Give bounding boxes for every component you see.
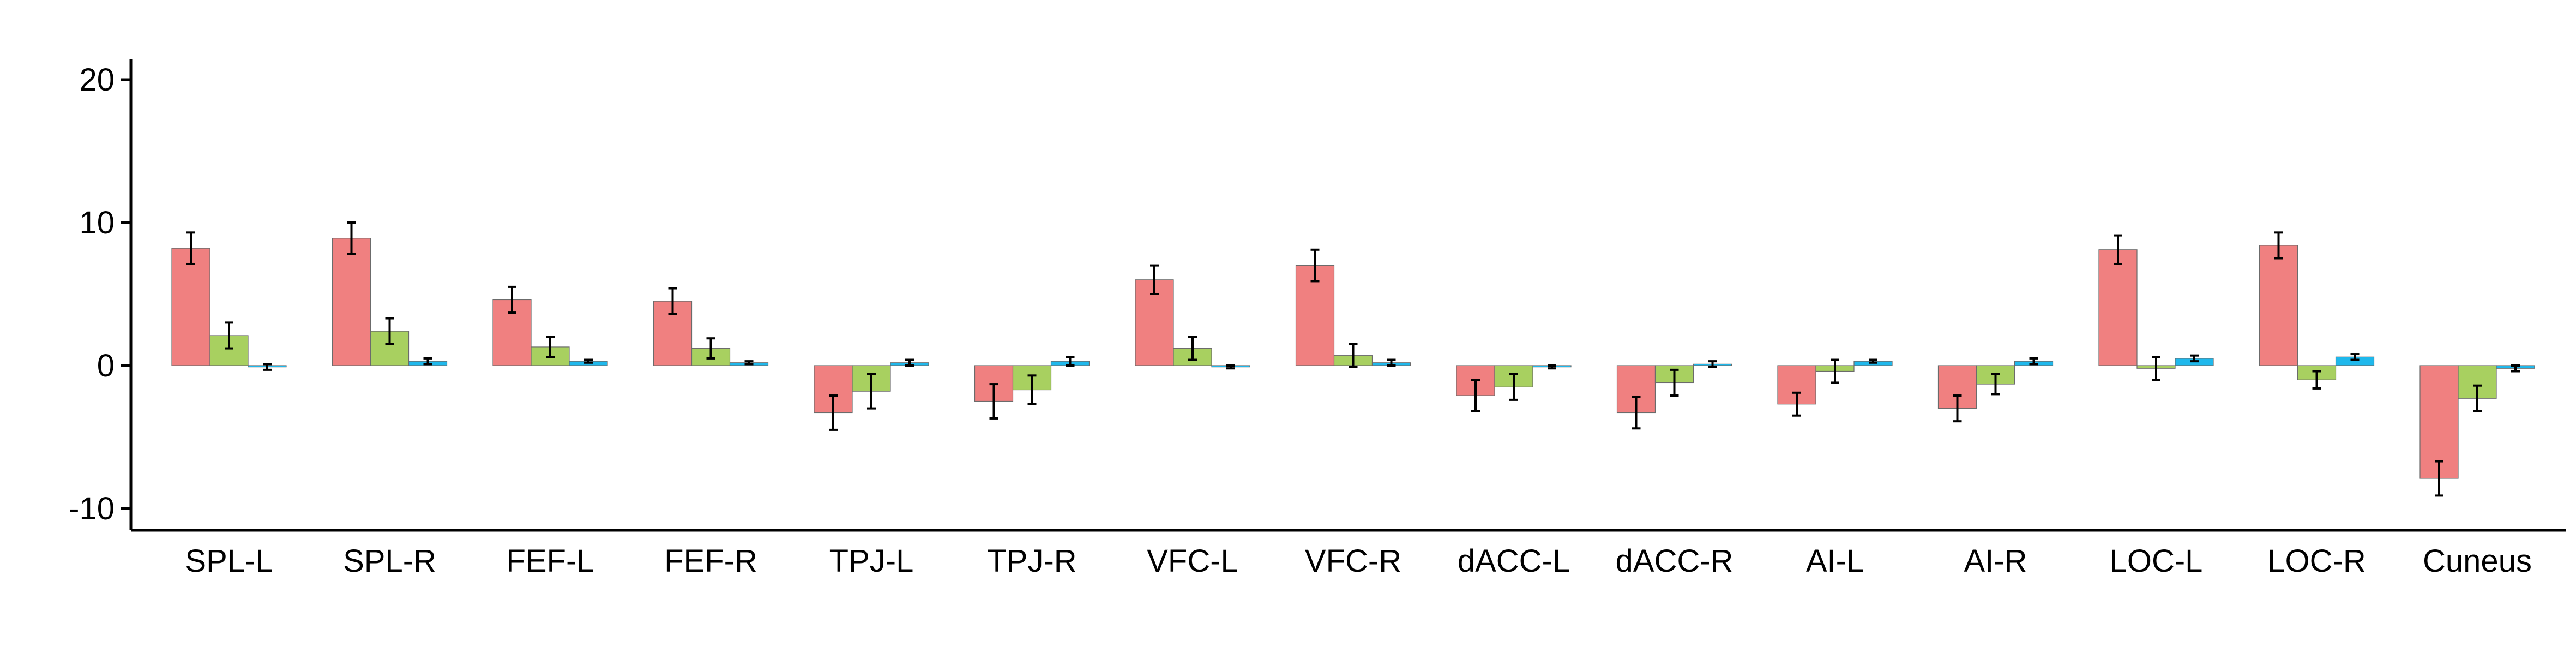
x-tick-label: FEF-R <box>664 543 757 579</box>
bar <box>2259 245 2298 366</box>
x-tick-label: SPL-R <box>343 543 436 579</box>
x-tick-label: AI-R <box>1964 543 2027 579</box>
x-tick-label: VFC-R <box>1305 543 1401 579</box>
x-tick-label: TPJ-L <box>829 543 914 579</box>
bar <box>2419 365 2459 479</box>
x-tick-label: AI-L <box>1806 543 1864 579</box>
y-tick-label: 20 <box>79 62 115 98</box>
x-tick-label: SPL-L <box>185 543 273 579</box>
x-axis-labels: SPL-L SPL-R FEF-L FEF-R TPJ-L TPJ-R VFC-L VFC-R… <box>185 543 2532 579</box>
x-tick-label: VFC-L <box>1147 543 1238 579</box>
y-tick-label: 10 <box>79 205 115 241</box>
x-tick-label: LOC-R <box>2267 543 2366 579</box>
error-bars-layer <box>186 221 2520 497</box>
x-tick-label: TPJ-R <box>987 543 1076 579</box>
bar <box>2098 249 2138 366</box>
y-axis-ticks: -10 0 10 20 <box>69 62 131 526</box>
bar <box>332 238 371 366</box>
x-tick-label: Cuneus <box>2423 543 2532 579</box>
x-tick-label: FEF-L <box>506 543 594 579</box>
x-tick-label: dACC-L <box>1458 543 1570 579</box>
x-tick-label: dACC-R <box>1616 543 1734 579</box>
bars-layer <box>171 238 2535 479</box>
x-tick-label: LOC-L <box>2110 543 2203 579</box>
y-tick-label: -10 <box>69 491 115 526</box>
bar <box>171 248 210 366</box>
y-tick-label: 0 <box>97 348 115 384</box>
